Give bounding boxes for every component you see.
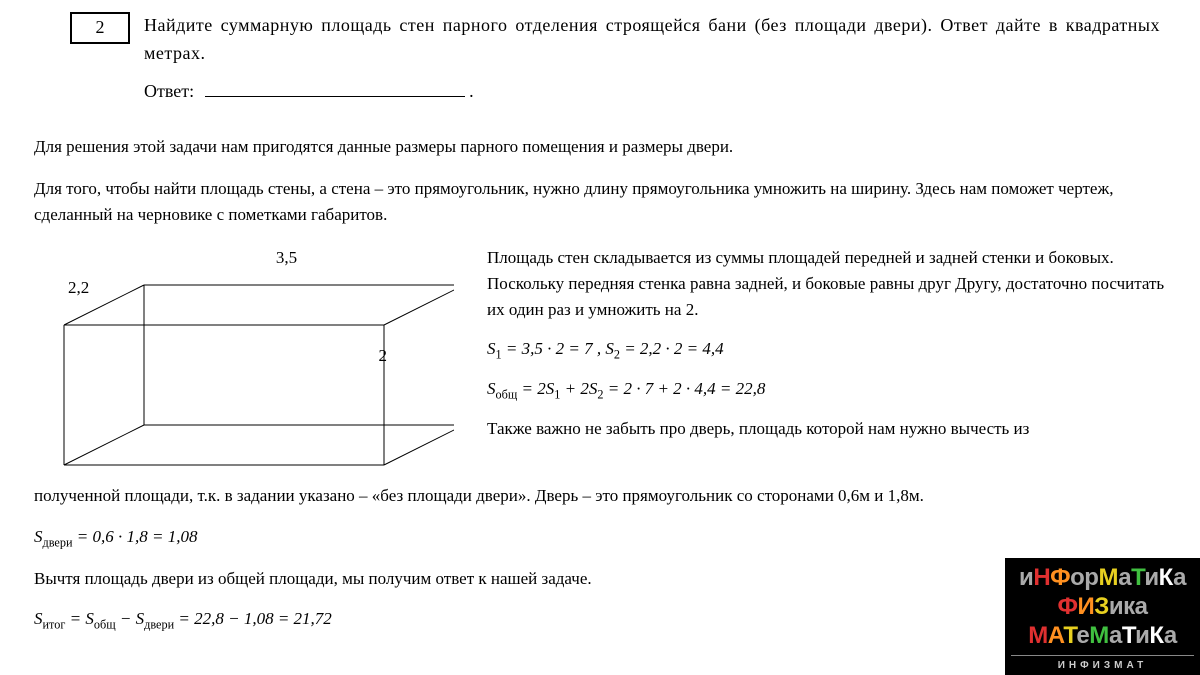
logo-sub: ИНФИЗМАТ xyxy=(1009,658,1196,674)
bottom-p1: полученной площади, т.к. в задании указа… xyxy=(34,483,1170,509)
problem-text: Найдите суммарную площадь стен парного о… xyxy=(144,12,1200,68)
diagram-wrap: 2,2 2 xyxy=(34,275,479,483)
eq1-b: = 3,5 · 2 = 7 , xyxy=(502,339,606,358)
explain-p1: Для решения этой задачи нам пригодятся д… xyxy=(34,134,1170,160)
explain-p2: Для того, чтобы найти площадь стены, а с… xyxy=(34,176,1170,229)
eq4-c: − S xyxy=(116,609,144,628)
right-column: Площадь стен складывается из суммы площа… xyxy=(479,245,1170,484)
answer-row: Ответ: . xyxy=(0,78,1200,106)
right-p1: Площадь стен складывается из суммы площа… xyxy=(487,245,1170,324)
bottom-p2: Вычтя площадь двери из общей площади, мы… xyxy=(34,566,1170,592)
eq2-a: S xyxy=(487,379,496,398)
dim-label-left: 2,2 xyxy=(68,275,89,301)
eq2-d: = 2 · 7 + 2 · 4,4 = 22,8 xyxy=(603,379,765,398)
dim-label-right: 2 xyxy=(379,343,388,369)
equation-door: Sдвери = 0,6 · 1,8 = 1,08 xyxy=(34,524,1170,552)
eq3-a: S xyxy=(34,527,43,546)
eq3-sub: двери xyxy=(43,535,73,549)
problem-number: 2 xyxy=(70,12,130,44)
eq4-sub2: общ xyxy=(94,618,116,632)
eq4-d: = 22,8 − 1,08 = 21,72 xyxy=(174,609,332,628)
diagram-column: 3,5 2,2 2 xyxy=(34,245,479,484)
eq2-c: + 2S xyxy=(560,379,597,398)
dim-label-top: 3,5 xyxy=(34,245,479,271)
right-p2: Также важно не забыть про дверь, площадь… xyxy=(487,416,1170,442)
channel-logo: иНФорМаТиКа ФИЗика МАТеМаТиКа ИНФИЗМАТ xyxy=(1005,558,1200,675)
box-diagram xyxy=(34,275,454,475)
eq2-b: = 2S xyxy=(517,379,554,398)
answer-blank xyxy=(205,96,465,97)
eq4-sub3: двери xyxy=(144,618,174,632)
answer-label: Ответ: xyxy=(144,81,194,101)
eq1-s: S xyxy=(487,339,496,358)
equation-s1-s2: S1 = 3,5 · 2 = 7 , S2 = 2,2 · 2 = 4,4 xyxy=(487,336,1170,364)
eq4-b: = S xyxy=(65,609,93,628)
eq1-d: = 2,2 · 2 = 4,4 xyxy=(620,339,724,358)
logo-line-1: иНФорМаТиКа xyxy=(1009,564,1196,593)
problem-header: 2 Найдите суммарную площадь стен парного… xyxy=(0,0,1200,68)
explanation: Для решения этой задачи нам пригодятся д… xyxy=(0,106,1200,229)
equation-total: Sобщ = 2S1 + 2S2 = 2 · 7 + 2 · 4,4 = 22,… xyxy=(487,376,1170,404)
logo-line-2: ФИЗика xyxy=(1009,593,1196,622)
logo-line-3: МАТеМаТиКа xyxy=(1009,622,1196,651)
eq4-a: S xyxy=(34,609,43,628)
eq2-sub: общ xyxy=(496,387,518,401)
logo-divider xyxy=(1011,655,1194,656)
mid-section: 3,5 2,2 2 Площадь стен складывается из с… xyxy=(0,245,1200,484)
equation-final: Sитог = Sобщ − Sдвери = 22,8 − 1,08 = 21… xyxy=(34,606,1170,634)
eq3-b: = 0,6 · 1,8 = 1,08 xyxy=(73,527,198,546)
eq4-sub1: итог xyxy=(43,618,66,632)
eq1-c: S xyxy=(605,339,614,358)
